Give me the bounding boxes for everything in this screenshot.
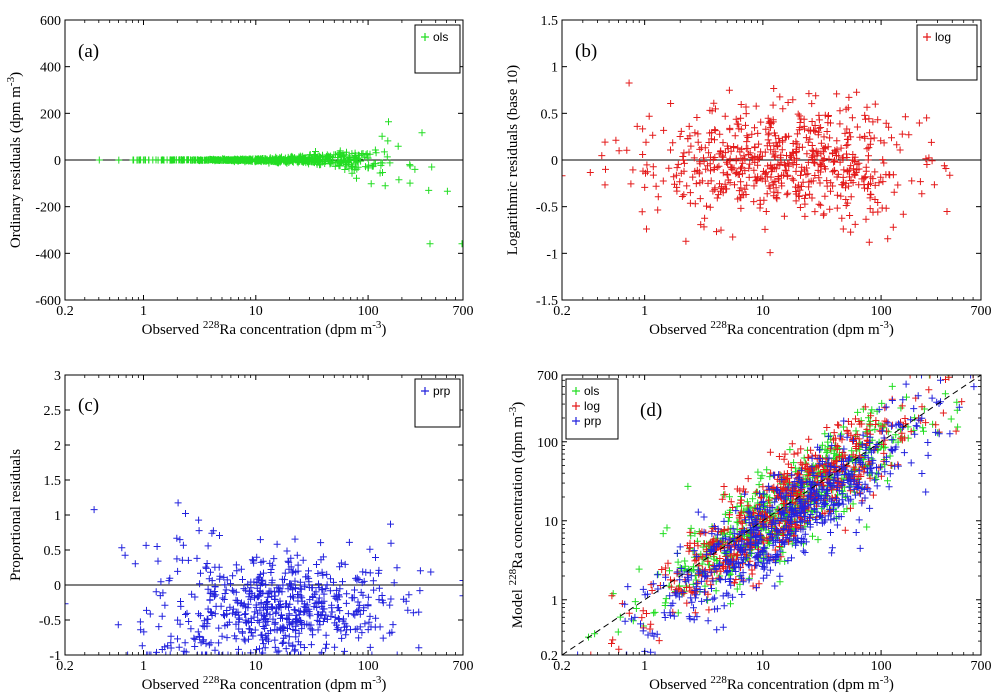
x-tick-label: 700 xyxy=(971,659,992,674)
series-prp-points xyxy=(65,499,463,655)
y-tick-label: 0 xyxy=(551,154,558,169)
x-tick-label: 10 xyxy=(756,304,770,319)
y-tick-label: 1 xyxy=(551,594,558,609)
points-a xyxy=(95,118,463,248)
y-tick-label: 1.5 xyxy=(541,14,559,29)
y-tick-label: 700 xyxy=(537,369,558,384)
legend-marker-log xyxy=(572,402,580,410)
legend-marker-prp xyxy=(572,417,580,425)
axes-frame xyxy=(561,374,982,656)
y-tick-label: 2.5 xyxy=(44,404,62,419)
x-tick-label: 100 xyxy=(358,659,379,674)
y-axis-label: Proportional residuals xyxy=(8,449,24,581)
y-tick-label: 400 xyxy=(40,61,61,76)
x-tick-label: 700 xyxy=(453,304,474,319)
x-tick-label: 10 xyxy=(249,304,263,319)
panel-label: (a) xyxy=(78,41,99,62)
x-tick-label: 10 xyxy=(249,659,263,674)
y-tick-label: 600 xyxy=(40,14,61,29)
legend-entry-ols: ols xyxy=(584,384,599,398)
x-axis-label: Observed 228Ra concentration (dpm m-3) xyxy=(142,319,387,338)
legend-entry-prp: prp xyxy=(433,384,451,398)
panel-a: 0.2 1 10 100 700 -600 -400 -200 0 200 400 600 Observ… xyxy=(5,14,474,338)
x-tick-label: 0.2 xyxy=(553,304,571,319)
x-tick-label: 0.2 xyxy=(553,659,571,674)
panel-label: (d) xyxy=(640,400,662,421)
series-ols-points xyxy=(95,118,463,248)
y-tick-label: -0.5 xyxy=(39,614,61,629)
one-to-one-line xyxy=(561,374,982,656)
y-tick-label: -400 xyxy=(35,247,61,262)
y-tick-label: 100 xyxy=(537,436,558,451)
legend-entry-log: log xyxy=(584,399,600,413)
x-tick-label: 700 xyxy=(453,659,474,674)
x-tick-label: 10 xyxy=(756,659,770,674)
y-tick-label: -200 xyxy=(35,201,61,216)
x-tick-label: 1 xyxy=(140,304,147,319)
legend: prp xyxy=(414,378,461,428)
x-tick-label: 0.2 xyxy=(56,304,74,319)
series-prp-points xyxy=(574,375,981,655)
y-tick-label: -1 xyxy=(546,247,558,262)
y-tick-label: 0.2 xyxy=(541,649,559,664)
x-tick-label: 1 xyxy=(641,659,648,674)
panel-label: (b) xyxy=(575,41,597,62)
x-tick-label: 100 xyxy=(358,304,379,319)
x-tick-label: 1 xyxy=(641,304,648,319)
x-tick-label: 1 xyxy=(140,659,147,674)
panel-c: 0.2 1 10 100 700 -1 -0.5 0 0.5 1 1.5 2 2.5 3 Observed … xyxy=(8,369,474,693)
legend-marker-ols xyxy=(572,387,580,395)
y-tick-label: -1.5 xyxy=(536,294,558,309)
legend-entry-log: log xyxy=(935,30,951,44)
panel-d: 0.2 1 10 100 700 0.2 1 10 100 700 Observed 228Ra c… xyxy=(507,369,992,693)
x-tick-label: 700 xyxy=(971,304,992,319)
legend-marker-log xyxy=(923,33,931,41)
y-tick-label: 0 xyxy=(54,579,61,594)
x-tick-label: 100 xyxy=(871,304,892,319)
legend-marker-ols xyxy=(421,33,429,41)
y-tick-label: -1 xyxy=(49,649,61,664)
y-tick-label: 2 xyxy=(54,439,61,454)
y-tick-label: 0.5 xyxy=(541,107,559,122)
legend-entry-prp: prp xyxy=(584,414,602,428)
y-tick-label: 1 xyxy=(551,61,558,76)
y-axis-label: Model 228Ra concentration (dpm m-3) xyxy=(507,402,526,628)
x-tick-label: 100 xyxy=(871,659,892,674)
x-axis-label: Observed 228Ra concentration (dpm m-3) xyxy=(142,674,387,693)
points-c xyxy=(65,499,463,655)
legend-entry-ols: ols xyxy=(433,30,448,44)
y-tick-label: 3 xyxy=(54,369,61,384)
legend: ols xyxy=(414,24,461,74)
x-axis-label: Observed 228Ra concentration (dpm m-3) xyxy=(649,674,894,693)
points-d xyxy=(574,375,981,655)
y-axis-label: Logarithmic residuals (base 10) xyxy=(505,65,521,255)
x-tick-label: 0.2 xyxy=(56,659,74,674)
y-tick-label: 0.5 xyxy=(44,544,62,559)
legend-marker-prp xyxy=(421,387,429,395)
y-tick-label: 1 xyxy=(54,509,61,524)
y-tick-label: 1.5 xyxy=(44,474,62,489)
series-log-points xyxy=(562,79,954,257)
y-tick-label: 0 xyxy=(54,154,61,169)
panel-label: (c) xyxy=(78,395,99,416)
y-tick-label: 200 xyxy=(40,107,61,122)
points-b xyxy=(562,79,954,257)
x-axis-label: Observed 228Ra concentration (dpm m-3) xyxy=(649,319,894,338)
y-tick-label: 10 xyxy=(544,515,558,530)
y-axis-label: Ordinary residuals (dpm m-3) xyxy=(5,72,24,248)
y-tick-label: -600 xyxy=(35,294,61,309)
y-tick-label: -0.5 xyxy=(536,201,558,216)
legend: log xyxy=(916,24,978,81)
panel-b: 0.2 1 10 100 700 -1.5 -1 -0.5 0 0.5 1 1.5 Observed 2… xyxy=(505,14,992,338)
